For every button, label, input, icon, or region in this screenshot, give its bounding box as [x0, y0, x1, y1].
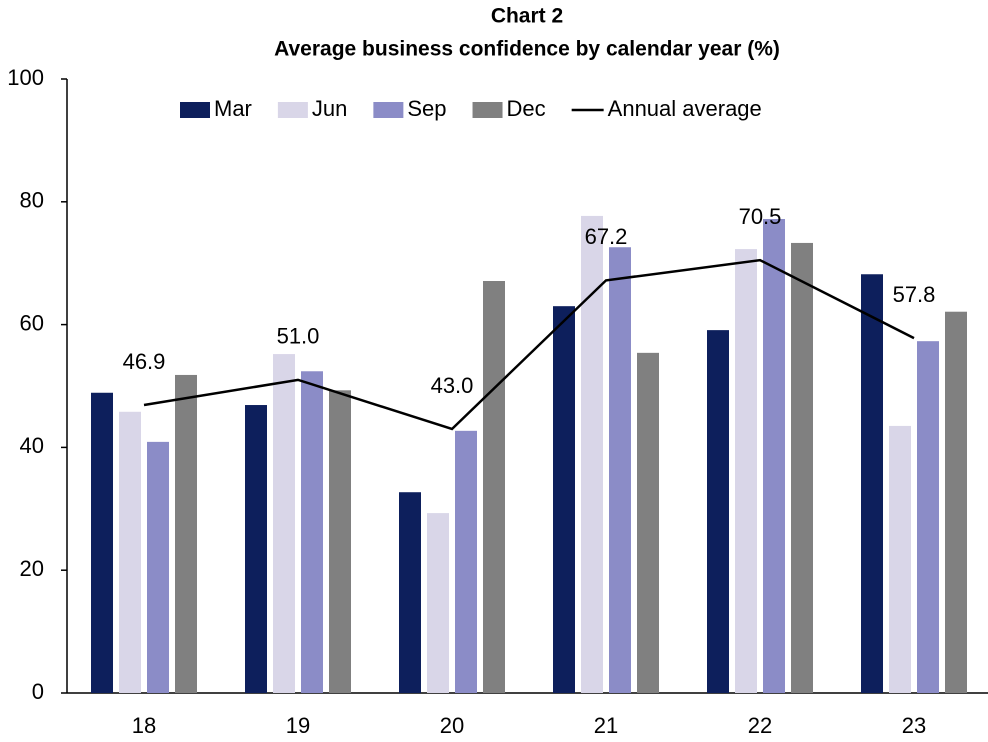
- bar: [581, 215, 603, 693]
- bar: [245, 405, 267, 693]
- data-label: 43.0: [431, 373, 474, 398]
- bar: [483, 281, 505, 693]
- legend-label: Mar: [214, 96, 252, 121]
- line-series: [143, 258, 915, 431]
- y-tick-label: 60: [20, 310, 44, 335]
- bar: [399, 492, 421, 693]
- legend-swatch: [180, 102, 210, 118]
- x-tick-label: 18: [132, 713, 156, 738]
- bar: [707, 330, 729, 693]
- bar: [147, 441, 169, 693]
- bar: [763, 218, 785, 693]
- data-label: 51.0: [277, 324, 320, 349]
- bar: [861, 274, 883, 693]
- bar: [427, 513, 449, 693]
- bar: [119, 411, 141, 693]
- legend-label: Sep: [407, 96, 446, 121]
- x-tick-label: 21: [594, 713, 618, 738]
- bar: [175, 374, 197, 693]
- data-label: 57.8: [893, 282, 936, 307]
- bar: [609, 247, 631, 693]
- data-label: 70.5: [739, 204, 782, 229]
- legend-label: Annual average: [608, 96, 762, 121]
- bar: [455, 430, 477, 693]
- chart-title: Chart 2: [491, 5, 563, 28]
- y-tick-label: 40: [20, 433, 44, 458]
- x-tick-label: 19: [286, 713, 310, 738]
- x-tick-label: 20: [440, 713, 464, 738]
- bar: [791, 242, 813, 694]
- bar: [273, 354, 295, 693]
- bar: [735, 249, 757, 693]
- x-tick-label: 22: [748, 713, 772, 738]
- y-tick-label: 0: [32, 679, 44, 704]
- legend-swatch: [277, 102, 308, 118]
- legend-label: Jun: [312, 96, 347, 121]
- legend-swatch: [472, 102, 503, 118]
- data-label: 67.2: [585, 224, 628, 249]
- y-tick-label: 80: [20, 188, 44, 213]
- legend-label: Dec: [507, 96, 546, 121]
- y-tick-label: 100: [7, 65, 44, 90]
- chart-subtitle: Average business confidence by calendar …: [274, 38, 780, 61]
- bar: [889, 425, 911, 693]
- bar: [329, 390, 351, 693]
- x-tick-label: 23: [902, 713, 926, 738]
- bar: [637, 352, 659, 693]
- bar: [945, 311, 967, 693]
- y-tick-label: 20: [20, 556, 44, 581]
- data-label: 46.9: [123, 349, 166, 374]
- bar: [917, 341, 939, 693]
- bar: [91, 392, 113, 693]
- legend-swatch: [373, 102, 404, 118]
- bar: [301, 371, 323, 693]
- bar: [553, 306, 575, 693]
